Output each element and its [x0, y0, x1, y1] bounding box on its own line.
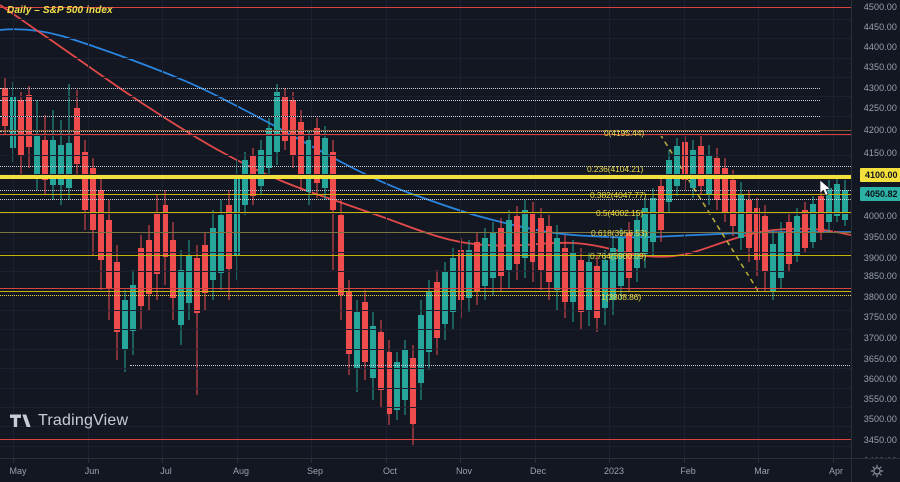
tradingview-watermark: TradingView [10, 412, 128, 430]
time-tick: Sep [306, 466, 324, 476]
time-tick: 2023 [603, 466, 625, 476]
price-tick: 4200.00 [863, 125, 897, 135]
fib-label-1: 1(3808.86) [601, 292, 642, 302]
time-tick: Feb [680, 466, 696, 476]
tradingview-logo-icon [10, 413, 32, 429]
time-tick: Jun [84, 466, 100, 476]
price-tick: 3900.00 [863, 253, 897, 263]
time-tick: Mar [754, 466, 770, 476]
price-tick: 3550.00 [863, 394, 897, 404]
price-label-highlight-yellow[interactable]: 4100.00 [860, 168, 900, 182]
chart-settings-corner[interactable] [851, 458, 900, 482]
price-tick: 4150.00 [863, 148, 897, 158]
price-tick: 3800.00 [863, 292, 897, 302]
time-scale[interactable]: May Jun Jul Aug Sep Oct Nov Dec 2023 Feb… [0, 458, 851, 482]
time-tick: Apr [828, 466, 844, 476]
price-tick: 4500.00 [863, 2, 897, 12]
fib-label-0764: 0.764(3900.09) [590, 251, 647, 261]
price-tick: 4400.00 [863, 42, 897, 52]
price-label-last-price[interactable]: 4050.82 [860, 187, 900, 201]
time-tick: May [9, 466, 27, 476]
gear-icon[interactable] [870, 464, 883, 478]
price-scale[interactable]: 4500.00 4450.00 4400.00 4350.00 4300.00 … [851, 0, 900, 466]
price-tick: 3650.00 [863, 354, 897, 364]
price-tick: 3750.00 [863, 312, 897, 322]
price-tick: 3850.00 [863, 271, 897, 281]
price-tick: 3700.00 [863, 333, 897, 343]
price-series-svg [0, 4, 851, 445]
arrow-cursor-icon [818, 179, 834, 197]
ma-slow-line [0, 28, 851, 239]
time-tick: Oct [382, 466, 398, 476]
time-tick: Aug [232, 466, 250, 476]
fib-label-0236: 0.236(4104.21) [587, 164, 644, 174]
fib-label-0618: 0.618(3956.53) [591, 228, 648, 238]
price-tick: 3450.00 [863, 435, 897, 445]
time-tick: Dec [529, 466, 547, 476]
price-tick: 4350.00 [863, 62, 897, 72]
time-tick: Nov [455, 466, 473, 476]
fib-label-0382: 0.382(4047.77) [590, 190, 647, 200]
chart-title: Daily – S&P 500 index [7, 5, 113, 16]
price-tick: 3950.00 [863, 232, 897, 242]
time-tick: Jul [160, 466, 172, 476]
fib-label-0: 0(4195.44) [604, 128, 645, 138]
chart-plot-area[interactable]: 0(4195.44) 0.236(4104.21) 0.382(4047.77)… [0, 0, 851, 458]
tradingview-wordmark: TradingView [38, 412, 129, 429]
price-tick: 3500.00 [863, 414, 897, 424]
price-tick: 4300.00 [863, 83, 897, 93]
price-tick: 4450.00 [863, 22, 897, 32]
price-tick: 3600.00 [863, 374, 897, 384]
price-tick: 4000.00 [863, 211, 897, 221]
price-tick: 4250.00 [863, 103, 897, 113]
fib-label-05: 0.5(4002.15) [596, 208, 644, 218]
